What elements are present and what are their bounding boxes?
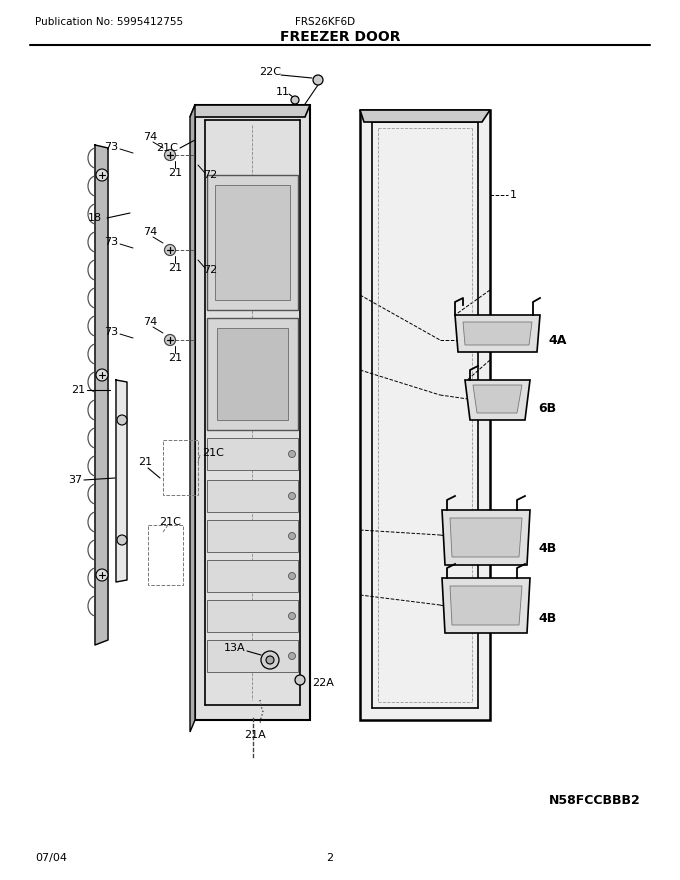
Polygon shape <box>207 480 298 512</box>
Text: 74: 74 <box>143 227 157 237</box>
Text: 21: 21 <box>168 353 182 363</box>
Circle shape <box>117 415 127 425</box>
Polygon shape <box>207 520 298 552</box>
Circle shape <box>313 75 323 85</box>
Text: 4B: 4B <box>538 541 556 554</box>
Text: 73: 73 <box>104 237 118 247</box>
Text: 21C: 21C <box>156 143 178 153</box>
Text: 37: 37 <box>68 475 82 485</box>
Circle shape <box>288 493 296 500</box>
Text: 21A: 21A <box>244 730 266 740</box>
Polygon shape <box>195 105 310 720</box>
Polygon shape <box>217 328 288 420</box>
Text: N58FCCBBB2: N58FCCBBB2 <box>549 794 641 806</box>
Polygon shape <box>465 380 530 420</box>
Text: 11: 11 <box>276 87 290 97</box>
Circle shape <box>288 573 296 580</box>
Circle shape <box>288 652 296 659</box>
Text: 72: 72 <box>203 265 217 275</box>
Polygon shape <box>207 560 298 592</box>
Circle shape <box>295 675 305 685</box>
Text: 07/04: 07/04 <box>35 853 67 863</box>
Polygon shape <box>95 145 108 645</box>
Polygon shape <box>207 318 298 430</box>
Text: 21C: 21C <box>159 517 181 527</box>
Polygon shape <box>450 586 522 625</box>
Text: FRS26KF6D: FRS26KF6D <box>295 17 355 27</box>
Polygon shape <box>442 510 530 565</box>
Text: 22C: 22C <box>259 67 281 77</box>
Polygon shape <box>455 315 540 352</box>
Polygon shape <box>207 438 298 470</box>
Polygon shape <box>207 175 298 310</box>
Polygon shape <box>442 578 530 633</box>
Circle shape <box>288 451 296 458</box>
Text: 73: 73 <box>104 142 118 152</box>
Polygon shape <box>450 518 522 557</box>
Polygon shape <box>190 105 310 117</box>
Circle shape <box>96 569 108 581</box>
Text: 4B: 4B <box>538 612 556 625</box>
Polygon shape <box>360 110 490 122</box>
Polygon shape <box>207 640 298 672</box>
Text: 22A: 22A <box>312 678 334 688</box>
Text: 21: 21 <box>138 457 152 467</box>
Text: 18: 18 <box>88 213 102 223</box>
Circle shape <box>165 245 175 255</box>
Polygon shape <box>360 110 490 720</box>
Text: 6B: 6B <box>538 401 556 414</box>
Circle shape <box>165 334 175 346</box>
Polygon shape <box>190 105 195 732</box>
Text: FREEZER DOOR: FREEZER DOOR <box>279 30 401 44</box>
Text: 73: 73 <box>104 327 118 337</box>
Circle shape <box>96 369 108 381</box>
Polygon shape <box>473 385 522 413</box>
Text: 74: 74 <box>143 317 157 327</box>
Polygon shape <box>215 185 290 300</box>
Circle shape <box>165 150 175 160</box>
Text: 72: 72 <box>203 170 217 180</box>
Text: 21: 21 <box>168 168 182 178</box>
Text: 21: 21 <box>168 263 182 273</box>
Bar <box>163 440 198 495</box>
Polygon shape <box>463 322 532 345</box>
Polygon shape <box>116 380 127 582</box>
Text: 21: 21 <box>71 385 85 395</box>
Polygon shape <box>207 600 298 632</box>
Bar <box>148 525 183 585</box>
Circle shape <box>291 96 299 104</box>
Circle shape <box>96 169 108 181</box>
Text: 4A: 4A <box>548 334 566 347</box>
Text: 13A: 13A <box>223 643 245 653</box>
Circle shape <box>266 656 274 664</box>
Circle shape <box>288 532 296 539</box>
Text: Publication No: 5995412755: Publication No: 5995412755 <box>35 17 183 27</box>
Text: 74: 74 <box>143 132 157 142</box>
Text: 2: 2 <box>326 853 334 863</box>
Text: 1: 1 <box>510 190 517 200</box>
Text: 21C: 21C <box>202 448 224 458</box>
Circle shape <box>261 651 279 669</box>
Circle shape <box>288 612 296 620</box>
Circle shape <box>117 535 127 545</box>
